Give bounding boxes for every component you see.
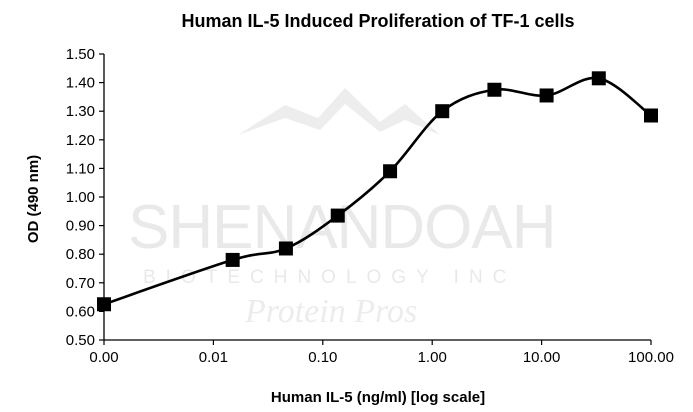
- data-point: [330, 208, 345, 223]
- x-tick-label: 100.00: [628, 349, 674, 366]
- data-point: [225, 252, 240, 267]
- watermark-line1: SHENANDOAH: [128, 193, 556, 262]
- y-tick-label: 1.40: [66, 75, 95, 92]
- data-point: [97, 297, 111, 312]
- axes: 0.50 0.60 0.70 0.80 0.90 1.00 1.10 1.20 1.30 1.40…: [66, 46, 674, 366]
- x-tick-label: 1.00: [418, 349, 447, 366]
- y-tick-label: 0.90: [66, 218, 95, 235]
- series-od: [97, 71, 658, 312]
- x-tick-label: 0.10: [308, 349, 337, 366]
- series-line: [103, 76, 652, 306]
- data-point: [539, 88, 554, 103]
- y-tick-label: 1.00: [66, 189, 95, 206]
- x-tick-label: 10.00: [523, 349, 561, 366]
- data-point: [278, 241, 293, 256]
- watermark-line2: BIOTECHNOLOGY INC: [143, 267, 516, 288]
- y-tick-label: 0.50: [66, 332, 95, 349]
- data-point: [644, 108, 658, 123]
- data-point: [487, 82, 502, 97]
- y-tick-label: 1.20: [66, 132, 95, 149]
- data-point: [591, 71, 606, 86]
- watermark-mountain-icon: [238, 88, 440, 135]
- chart-title: Human IL-5 Induced Proliferation of TF-1…: [181, 11, 574, 31]
- x-tick-label: 0.00: [89, 349, 118, 366]
- y-tick-label: 1.10: [66, 160, 95, 177]
- y-tick-label: 0.60: [66, 303, 95, 320]
- y-tick-label: 0.80: [66, 246, 95, 263]
- watermark-line3: Protein Pros: [244, 293, 417, 330]
- x-axis-label: Human IL-5 (ng/ml) [log scale]: [271, 389, 485, 406]
- y-tick-label: 1.30: [66, 103, 95, 120]
- data-point: [383, 164, 398, 179]
- data-point: [435, 104, 450, 119]
- y-axis-label: OD (490 nm): [25, 155, 42, 243]
- watermark: SHENANDOAH BIOTECHNOLOGY INC Protein Pro…: [128, 88, 557, 330]
- x-tick-label: 0.01: [199, 349, 228, 366]
- y-tick-label: 0.70: [66, 275, 95, 292]
- y-tick-label: 1.50: [66, 46, 95, 63]
